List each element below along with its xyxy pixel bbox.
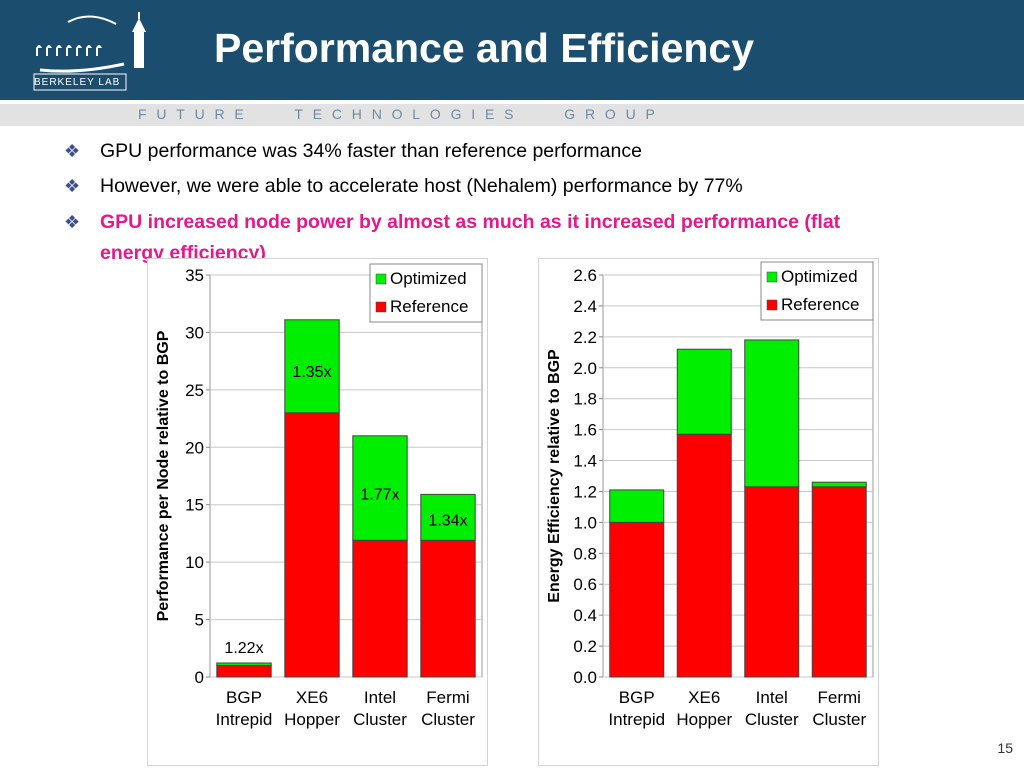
bullet-icon: ❖	[64, 212, 81, 232]
legend-label: Reference	[781, 295, 859, 314]
y-tick-label: 1.0	[573, 513, 597, 532]
speedup-label: 1.35x	[292, 364, 331, 381]
y-tick-label: 20	[185, 438, 204, 457]
y-tick-label: 25	[185, 381, 204, 400]
legend-swatch	[375, 273, 387, 285]
bullet-text-1: GPU performance was 34% faster than refe…	[100, 140, 642, 162]
x-tick-label: XE6	[296, 688, 328, 707]
x-tick-label: Intel	[364, 688, 396, 707]
legend-box	[760, 261, 874, 321]
bar-optimized	[811, 481, 867, 488]
y-tick-label: 1.6	[573, 421, 597, 440]
x-tick-label: Intrepid	[216, 710, 273, 729]
y-tick-label: 30	[185, 323, 204, 342]
x-tick-label: Intrepid	[608, 710, 665, 729]
bullet-icon: ❖	[64, 176, 81, 196]
page-number: 15	[997, 740, 1013, 756]
bar-optimized	[744, 339, 800, 488]
x-tick-label: Cluster	[745, 710, 799, 729]
bar-optimized	[216, 662, 272, 667]
legend-label: Reference	[390, 297, 468, 316]
slide-header: BERKELEY LAB Performance and Efficiency	[0, 0, 1024, 100]
slide-title: Performance and Efficiency	[214, 25, 755, 71]
speedup-label: 1.77x	[360, 486, 399, 503]
bullet-icon: ❖	[64, 141, 81, 161]
x-tick-label: Fermi	[818, 688, 861, 707]
y-tick-label: 5	[195, 611, 204, 630]
y-tick-label: 0	[195, 668, 204, 687]
x-tick-label: Hopper	[676, 710, 732, 729]
speedup-label: 1.34x	[428, 513, 467, 530]
y-tick-label: 2.2	[573, 328, 597, 347]
bar-optimized	[609, 489, 665, 523]
performance-chart-svg: 0 5 10 15 20 25 30 35 Performance per Node relat…	[155, 263, 483, 729]
x-tick-label: XE6	[688, 688, 720, 707]
bar-optimized	[676, 348, 732, 435]
bar-optimized	[284, 319, 340, 414]
bar-reference	[609, 521, 665, 678]
legend-swatch	[766, 271, 778, 283]
bullet-text-2: However, we were able to accelerate host…	[100, 175, 743, 197]
y-tick-label: 15	[185, 496, 204, 515]
y-tick-label: 0.6	[573, 575, 597, 594]
x-tick-label: Hopper	[284, 710, 340, 729]
berkeley-lab-logo	[33, 12, 146, 91]
bar-reference	[676, 433, 732, 678]
y-axis-label: Performance per Node relative to BGP	[155, 330, 172, 621]
y-tick-label: 0.0	[573, 668, 597, 687]
y-tick-label: 0.2	[573, 637, 597, 656]
x-tick-label: BGP	[619, 688, 655, 707]
y-tick-label: 10	[185, 553, 204, 572]
x-tick-label: BGP	[226, 688, 262, 707]
x-tick-label: Fermi	[426, 688, 469, 707]
performance-chart: 0 5 10 15 20 25 30 35 Performance per Node relat…	[147, 258, 488, 766]
speedup-label: 1.22x	[224, 640, 263, 657]
legend-swatch	[766, 299, 778, 311]
x-tick-label: Cluster	[353, 710, 407, 729]
legend-box	[369, 263, 483, 323]
y-tick-label: 2.4	[573, 297, 597, 316]
y-tick-label: 0.4	[573, 606, 597, 625]
efficiency-chart: 0.0 0.2 0.4 0.6 0.8 1.0 1.2 1.4 1.6 1.8 2.0 2.2 2.4 2…	[538, 258, 879, 766]
bar-optimized	[352, 435, 408, 541]
y-tick-label: 1.2	[573, 482, 597, 501]
legend-label: Optimized	[781, 267, 858, 286]
y-tick-label: 1.8	[573, 390, 597, 409]
x-tick-label: Cluster	[812, 710, 866, 729]
y-tick-label: 35	[185, 266, 204, 285]
legend-label: Optimized	[390, 269, 467, 288]
bar-reference	[284, 412, 340, 678]
y-tick-label: 0.8	[573, 544, 597, 563]
y-tick-label: 2.6	[573, 266, 597, 285]
bar-reference	[744, 486, 800, 678]
legend-swatch	[375, 301, 387, 313]
bar-reference	[420, 539, 476, 678]
bar-optimized	[420, 493, 476, 541]
logo-text: BERKELEY LAB	[34, 77, 121, 88]
x-tick-label: Cluster	[421, 710, 475, 729]
y-tick-label: 2.0	[573, 359, 597, 378]
bar-reference	[352, 539, 408, 678]
group-banner-strip	[0, 104, 1024, 126]
group-banner-text: FUTURE TECHNOLOGIES GROUP	[138, 106, 665, 122]
y-axis-label: Energy Efficiency relative to BGP	[546, 349, 563, 603]
bar-reference	[216, 665, 272, 678]
bar-reference	[811, 486, 867, 678]
efficiency-chart-svg: 0.0 0.2 0.4 0.6 0.8 1.0 1.2 1.4 1.6 1.8 2.0 2.2 2.4 2…	[546, 261, 874, 729]
x-tick-label: Intel	[756, 688, 788, 707]
y-tick-label: 1.4	[573, 452, 597, 471]
